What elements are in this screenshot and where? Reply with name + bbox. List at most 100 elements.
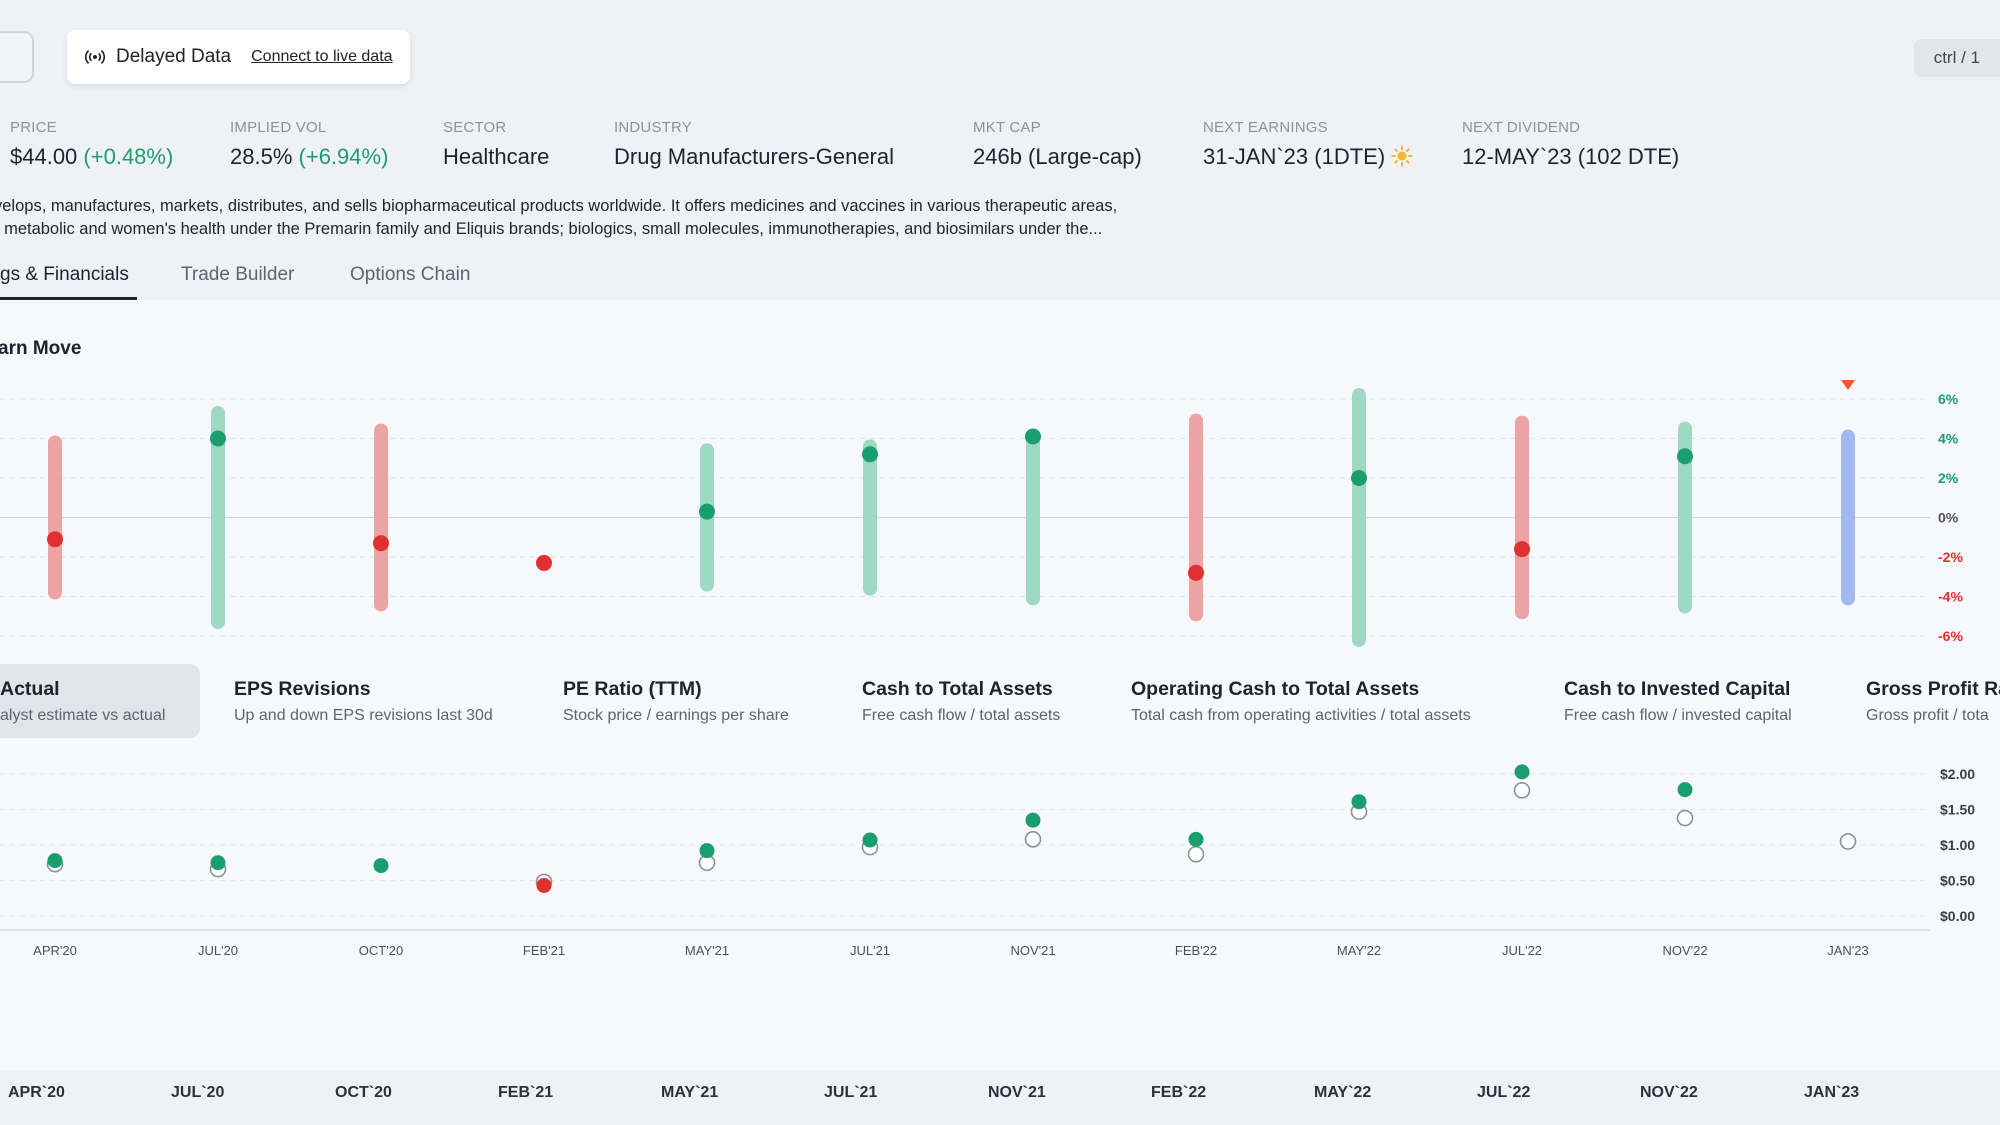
eps-estimate-point — [1513, 782, 1531, 799]
metric-title: PE Ratio (TTM) — [563, 678, 702, 700]
eps-actual-point — [373, 858, 389, 874]
eps-actual-point — [47, 853, 63, 869]
eps-actual-point — [1188, 831, 1204, 847]
y-tick-label: $2.00 — [1940, 766, 1975, 782]
tab-options-chain[interactable]: Options Chain — [350, 264, 471, 285]
metric-tab-cash-to-invested-capital[interactable]: Cash to Invested Capital Free cash flow … — [1564, 664, 1792, 738]
stat-price: PRICE $44.00 (+0.48%) — [10, 119, 173, 170]
timeline-label[interactable]: JUL`22 — [1477, 1084, 1531, 1101]
sector-value: Healthcare — [443, 144, 550, 169]
x-tick-label: NOV'21 — [1010, 943, 1055, 958]
stat-value: 28.5% (+6.94%) — [230, 144, 388, 170]
earnings-move-point — [1025, 428, 1041, 445]
stat-label: NEXT DIVIDEND — [1462, 119, 1581, 136]
metric-tab-cash-to-total-assets[interactable]: Cash to Total Assets Free cash flow / to… — [862, 664, 1060, 738]
metric-tab-eps-revisions[interactable]: EPS Revisions Up and down EPS revisions … — [234, 664, 493, 738]
delayed-data-pill: Delayed Data Connect to live data — [67, 30, 410, 84]
price-value: $44.00 — [10, 144, 78, 169]
timeline-label[interactable]: MAY`22 — [1314, 1084, 1372, 1101]
stat-market-cap: MKT CAP 246b (Large-cap) — [973, 119, 1142, 170]
eps-actual-point — [1677, 782, 1693, 798]
tab-earnings-financials[interactable]: gs & Financials — [0, 264, 129, 285]
next-earnings-value: 31-JAN`23 (1DTE) — [1203, 144, 1386, 169]
tab-bar: gs & Financials Trade Builder Options Ch… — [0, 260, 2000, 300]
earnings-move-point — [699, 503, 715, 520]
y-tick-label: 2% — [1938, 470, 1959, 486]
top-bar: Delayed Data Connect to live data ctrl /… — [0, 0, 2000, 110]
eps-actual-point — [1514, 764, 1530, 780]
metric-tabs: Actual alyst estimate vs actual EPS Revi… — [0, 664, 2000, 738]
metric-tab-operating-cash[interactable]: Operating Cash to Total Assets Total cas… — [1131, 664, 1471, 738]
stat-implied-vol: IMPLIED VOL 28.5% (+6.94%) — [230, 119, 388, 170]
keyboard-shortcut-hint[interactable]: ctrl / 1 — [1913, 39, 2000, 77]
connect-live-data-link[interactable]: Connect to live data — [251, 48, 393, 65]
y-tick-label: $1.00 — [1940, 837, 1975, 853]
metric-title: Operating Cash to Total Assets — [1131, 678, 1420, 700]
timeline-label[interactable]: JAN`23 — [1804, 1084, 1860, 1101]
timeline-label[interactable]: NOV`22 — [1640, 1084, 1698, 1101]
tab-trade-builder[interactable]: Trade Builder — [181, 264, 295, 285]
metric-title: EPS Revisions — [234, 678, 371, 700]
x-tick-label: APR'20 — [33, 943, 77, 958]
x-tick-label: MAY'22 — [1337, 943, 1381, 958]
section-title: arn Move — [0, 338, 82, 359]
industry-value: Drug Manufacturers-General — [614, 144, 895, 169]
metric-title: Gross Profit Ra — [1866, 678, 2000, 700]
eps-estimate-point — [1839, 833, 1857, 850]
earnings-panel: arn Move 6% 4% 2% 0% -2% -4% -6% Actual alyst … — [0, 300, 2000, 1080]
y-tick-label: 4% — [1938, 431, 1959, 447]
x-tick-label: FEB'22 — [1175, 943, 1217, 958]
stat-sector: SECTOR Healthcare — [443, 119, 549, 170]
earnings-move-point — [1188, 564, 1204, 581]
collapsed-button[interactable] — [0, 31, 34, 83]
timeline-axis: APR`20 JUL`20 OCT`20 FEB`21 MAY`21 JUL`2… — [0, 1070, 2000, 1125]
metric-subtitle: Stock price / earnings per share — [563, 707, 789, 724]
eps-estimate-point — [1676, 809, 1694, 827]
metric-subtitle: Up and down EPS revisions last 30d — [234, 707, 493, 724]
timeline-label[interactable]: NOV`21 — [988, 1084, 1046, 1101]
eps-actual-point — [1025, 812, 1041, 828]
stat-label: SECTOR — [443, 119, 507, 136]
timeline-label[interactable]: APR`20 — [8, 1084, 65, 1101]
delayed-data-label: Delayed Data — [116, 46, 232, 67]
metric-tab-pe-ratio[interactable]: PE Ratio (TTM) Stock price / earnings pe… — [563, 664, 789, 738]
metric-subtitle: alyst estimate vs actual — [0, 707, 166, 724]
market-cap-value: 246b (Large-cap) — [973, 144, 1142, 169]
stat-value: $44.00 (+0.48%) — [10, 144, 173, 170]
timeline-label[interactable]: JUL`20 — [171, 1084, 225, 1101]
eps-actual-point — [210, 855, 226, 871]
company-description: velops, manufactures, markets, distribut… — [0, 195, 1234, 241]
stat-next-dividend: NEXT DIVIDEND 12-MAY`23 (102 DTE) — [1462, 119, 1679, 170]
y-tick-label: 0% — [1938, 510, 1959, 526]
implied-vol-change: (+6.94%) — [298, 144, 389, 169]
y-tick-label: -6% — [1938, 628, 1963, 644]
eps-actual-point — [536, 877, 552, 893]
timeline-label[interactable]: OCT`20 — [335, 1084, 392, 1101]
active-tab-underline — [0, 297, 137, 300]
y-tick-label: $0.50 — [1940, 873, 1975, 889]
x-tick-label: OCT'20 — [359, 943, 403, 958]
timeline-label[interactable]: FEB`22 — [1151, 1084, 1207, 1101]
eps-actual-chart: $2.00 $1.50 $1.00 $0.50 $0.00 APR'20 JUL'20 OCT… — [0, 764, 1975, 958]
timeline-label[interactable]: MAY`21 — [661, 1084, 719, 1101]
metric-subtitle: Free cash flow / invested capital — [1564, 707, 1792, 724]
timeline-label[interactable]: FEB`21 — [498, 1084, 554, 1101]
eps-estimate-point — [1024, 831, 1042, 848]
metric-tab-actual[interactable]: Actual alyst estimate vs actual — [0, 664, 200, 738]
metric-title: Cash to Total Assets — [862, 678, 1053, 700]
metric-subtitle: Free cash flow / total assets — [862, 707, 1061, 724]
implied-vol-value: 28.5% — [230, 144, 293, 169]
metric-subtitle: Gross profit / tota — [1866, 707, 1989, 724]
next-dividend-value: 12-MAY`23 (102 DTE) — [1462, 144, 1680, 169]
metric-title: Actual — [0, 678, 60, 700]
eps-actual-point — [1351, 794, 1367, 810]
stat-industry: INDUSTRY Drug Manufacturers-General — [614, 119, 894, 170]
metric-subtitle: Total cash from operating activities / t… — [1131, 707, 1471, 724]
upcoming-marker-icon — [1841, 380, 1855, 390]
earnings-move-point — [47, 531, 63, 548]
metric-tab-gross-profit[interactable]: Gross Profit Ra Gross profit / tota — [1866, 664, 2000, 738]
x-tick-label: JUL'22 — [1502, 943, 1542, 958]
timeline-label[interactable]: JUL`21 — [824, 1084, 878, 1101]
x-tick-label: FEB'21 — [523, 943, 565, 958]
earnings-move-point — [1677, 448, 1693, 465]
